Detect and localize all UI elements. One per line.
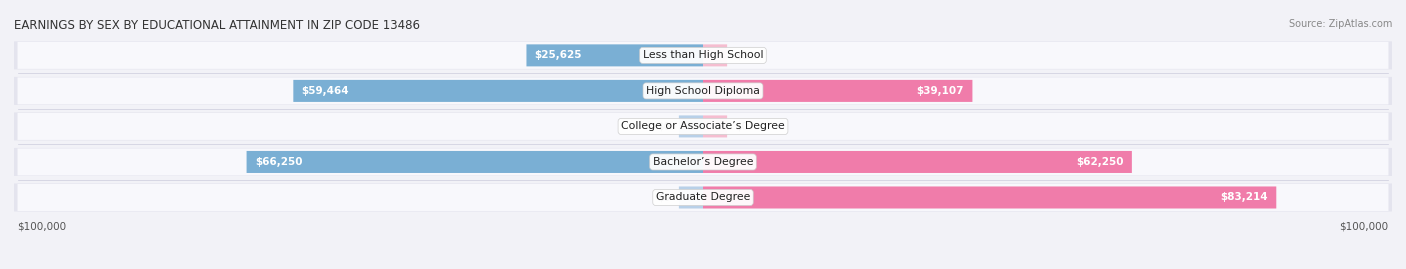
FancyBboxPatch shape bbox=[294, 80, 703, 102]
FancyBboxPatch shape bbox=[14, 77, 1392, 105]
FancyBboxPatch shape bbox=[703, 186, 1277, 208]
Legend: Male, Female: Male, Female bbox=[634, 264, 772, 269]
FancyBboxPatch shape bbox=[526, 44, 703, 66]
Text: EARNINGS BY SEX BY EDUCATIONAL ATTAINMENT IN ZIP CODE 13486: EARNINGS BY SEX BY EDUCATIONAL ATTAINMEN… bbox=[14, 19, 420, 32]
Text: $66,250: $66,250 bbox=[254, 157, 302, 167]
FancyBboxPatch shape bbox=[17, 148, 1389, 175]
Text: $39,107: $39,107 bbox=[917, 86, 965, 96]
FancyBboxPatch shape bbox=[703, 151, 1132, 173]
Text: Less than High School: Less than High School bbox=[643, 50, 763, 60]
Text: $62,250: $62,250 bbox=[1076, 157, 1123, 167]
Text: $0: $0 bbox=[658, 193, 671, 203]
FancyBboxPatch shape bbox=[17, 113, 1389, 140]
FancyBboxPatch shape bbox=[679, 115, 703, 137]
Text: $83,214: $83,214 bbox=[1220, 193, 1268, 203]
Text: College or Associate’s Degree: College or Associate’s Degree bbox=[621, 121, 785, 132]
FancyBboxPatch shape bbox=[246, 151, 703, 173]
FancyBboxPatch shape bbox=[14, 148, 1392, 176]
FancyBboxPatch shape bbox=[17, 42, 1389, 69]
Text: $59,464: $59,464 bbox=[302, 86, 349, 96]
Text: $25,625: $25,625 bbox=[534, 50, 582, 60]
Text: $100,000: $100,000 bbox=[17, 221, 66, 231]
FancyBboxPatch shape bbox=[14, 112, 1392, 140]
FancyBboxPatch shape bbox=[17, 184, 1389, 211]
Text: $0: $0 bbox=[735, 121, 748, 132]
Text: $0: $0 bbox=[658, 121, 671, 132]
Text: $0: $0 bbox=[735, 50, 748, 60]
FancyBboxPatch shape bbox=[703, 115, 727, 137]
FancyBboxPatch shape bbox=[17, 77, 1389, 104]
FancyBboxPatch shape bbox=[14, 183, 1392, 211]
Text: $100,000: $100,000 bbox=[1340, 221, 1389, 231]
FancyBboxPatch shape bbox=[703, 44, 727, 66]
Text: High School Diploma: High School Diploma bbox=[647, 86, 759, 96]
Text: Bachelor’s Degree: Bachelor’s Degree bbox=[652, 157, 754, 167]
FancyBboxPatch shape bbox=[703, 80, 973, 102]
FancyBboxPatch shape bbox=[14, 41, 1392, 69]
FancyBboxPatch shape bbox=[679, 186, 703, 208]
Text: Source: ZipAtlas.com: Source: ZipAtlas.com bbox=[1288, 19, 1392, 29]
Text: Graduate Degree: Graduate Degree bbox=[655, 193, 751, 203]
